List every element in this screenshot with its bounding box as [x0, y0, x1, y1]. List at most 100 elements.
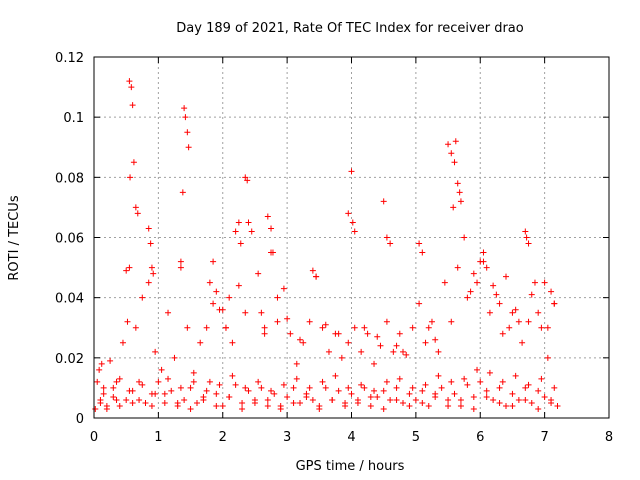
data-point	[235, 219, 242, 226]
data-point	[470, 405, 477, 412]
data-point	[150, 270, 157, 277]
data-point	[171, 354, 178, 361]
data-point	[213, 402, 220, 409]
data-point	[177, 264, 184, 271]
data-point	[522, 228, 529, 235]
data-point	[377, 342, 384, 349]
data-point	[232, 381, 239, 388]
data-point	[371, 360, 378, 367]
data-point	[361, 324, 368, 331]
data-point	[271, 390, 278, 397]
data-point	[464, 381, 471, 388]
data-point	[139, 294, 146, 301]
data-point	[432, 390, 439, 397]
data-point	[409, 324, 416, 331]
data-point	[351, 324, 358, 331]
data-point	[451, 159, 458, 166]
data-point	[470, 393, 477, 400]
data-point	[177, 384, 184, 391]
data-point	[425, 402, 432, 409]
data-point	[268, 225, 275, 232]
data-point	[528, 399, 535, 406]
data-point	[116, 402, 123, 409]
data-point	[419, 399, 426, 406]
data-point	[113, 396, 120, 403]
data-point	[213, 390, 220, 397]
data-point	[361, 384, 368, 391]
data-point	[187, 384, 194, 391]
data-point	[535, 309, 542, 316]
data-point	[548, 399, 555, 406]
data-point	[325, 348, 332, 355]
data-point	[100, 384, 107, 391]
data-point	[158, 366, 165, 373]
data-point	[229, 372, 236, 379]
data-point	[107, 357, 114, 364]
data-point	[515, 318, 522, 325]
data-point	[268, 387, 275, 394]
data-point	[393, 396, 400, 403]
data-point	[203, 324, 210, 331]
data-point	[309, 396, 316, 403]
data-point	[454, 264, 461, 271]
data-point	[551, 300, 558, 307]
x-tick-label: 8	[605, 430, 613, 445]
data-point	[438, 384, 445, 391]
data-point	[432, 336, 439, 343]
data-point	[165, 309, 172, 316]
data-point	[450, 204, 457, 211]
data-point	[184, 129, 191, 136]
data-point	[525, 240, 532, 247]
data-point	[152, 390, 159, 397]
data-point	[470, 270, 477, 277]
data-point	[210, 258, 217, 265]
data-point	[251, 399, 258, 406]
data-point	[383, 318, 390, 325]
data-point	[452, 138, 459, 145]
data-point	[319, 324, 326, 331]
data-point	[461, 234, 468, 241]
data-point	[255, 270, 262, 277]
data-point	[92, 405, 99, 412]
data-point	[499, 378, 506, 385]
data-point	[490, 396, 497, 403]
data-point	[445, 402, 452, 409]
data-point	[335, 387, 342, 394]
data-point	[147, 240, 154, 247]
data-point	[128, 84, 135, 91]
data-point	[103, 405, 110, 412]
data-point	[190, 378, 197, 385]
x-axis-label: GPS time / hours	[296, 459, 405, 474]
data-point	[338, 354, 345, 361]
data-point	[161, 390, 168, 397]
data-point	[474, 279, 481, 286]
y-tick-label: 0	[76, 412, 84, 427]
data-point	[297, 399, 303, 406]
data-point	[380, 387, 387, 394]
data-point	[461, 375, 468, 382]
data-point	[387, 396, 394, 403]
x-tick-label: 5	[412, 430, 420, 445]
data-point	[264, 396, 271, 403]
data-point	[451, 390, 458, 397]
data-point	[132, 324, 139, 331]
data-point	[535, 405, 542, 412]
data-point	[226, 294, 233, 301]
data-point	[457, 396, 464, 403]
data-point	[551, 384, 558, 391]
x-axis: 0 1 2 3 4 5 6 7 8	[90, 57, 613, 445]
data-points	[92, 78, 561, 412]
data-point	[129, 399, 136, 406]
data-point	[531, 279, 538, 286]
data-point	[448, 378, 455, 385]
data-point	[474, 366, 481, 373]
data-point	[110, 384, 117, 391]
data-point	[506, 324, 513, 331]
x-tick-label: 7	[540, 430, 548, 445]
data-point	[187, 405, 194, 412]
data-point	[222, 324, 229, 331]
data-point	[258, 309, 265, 316]
data-point	[129, 102, 136, 109]
data-point	[371, 387, 378, 394]
